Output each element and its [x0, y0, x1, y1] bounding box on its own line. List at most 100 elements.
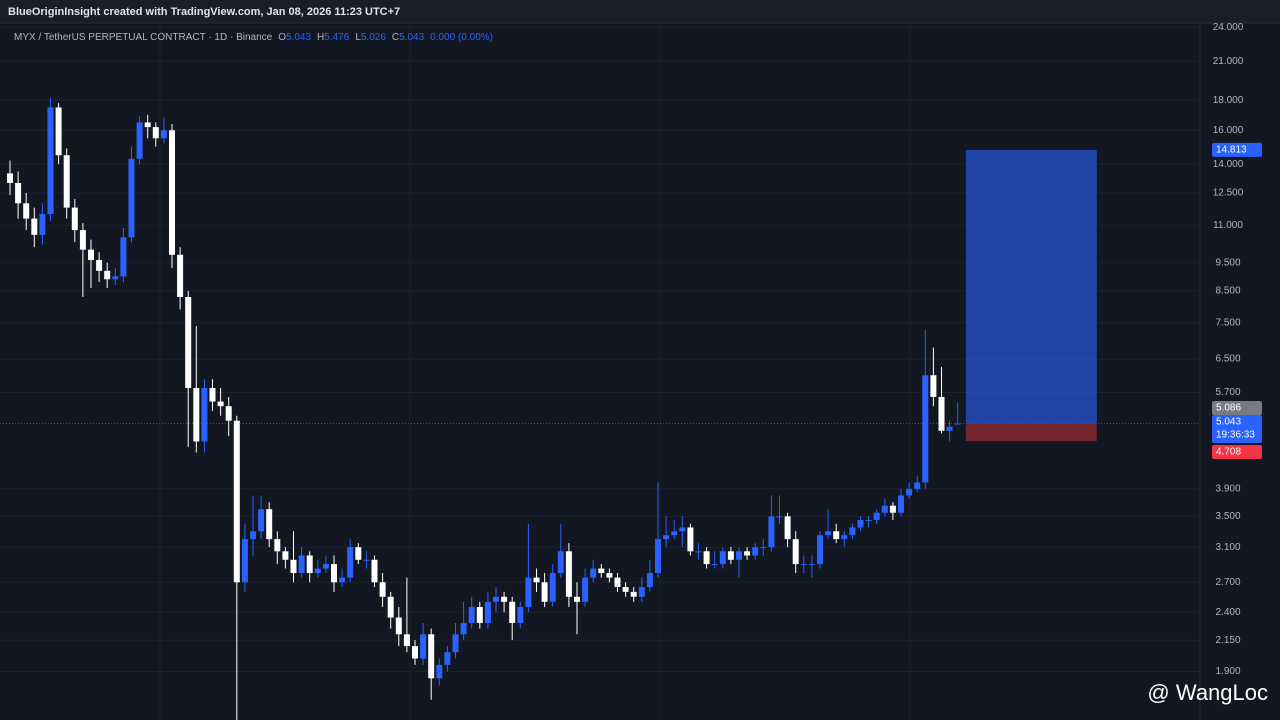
candle-body [136, 122, 143, 159]
candle-body [112, 276, 119, 280]
candle-body [727, 551, 734, 560]
candle-body [719, 551, 726, 565]
l-val: 5.026 [361, 32, 386, 43]
candle-body [322, 564, 329, 569]
candle-body [630, 591, 637, 597]
candle-body [509, 601, 516, 623]
o-key: O [278, 32, 286, 43]
target-zone [965, 149, 1097, 424]
candle-body [606, 573, 613, 578]
candle-body [169, 130, 175, 255]
candle-body [914, 482, 921, 489]
candle-body [622, 587, 629, 592]
candle-body [849, 527, 856, 536]
candle-body [889, 505, 896, 513]
c-key: C [392, 32, 399, 43]
candle-body [638, 587, 645, 597]
candle-body [420, 634, 427, 659]
candle-body [15, 182, 22, 204]
candle-body [695, 551, 702, 553]
h-val: 5.476 [324, 32, 349, 43]
y-tick-label: 21.000 [1213, 56, 1244, 67]
candle-body [71, 207, 78, 231]
candle-body [468, 606, 475, 623]
countdown: 19:36:33 [1216, 430, 1255, 441]
price-marker-label: 14.813 [1216, 144, 1247, 155]
y-tick-label: 1.900 [1215, 666, 1240, 677]
top-bar [0, 0, 1280, 23]
candle-body [347, 547, 354, 578]
candle-body [444, 652, 451, 665]
candle-body [412, 646, 418, 659]
candle-body [128, 158, 135, 238]
candle-body [379, 582, 386, 597]
candle-body [865, 519, 872, 521]
candle-body [873, 512, 880, 520]
y-tick-label: 6.500 [1215, 354, 1240, 365]
candle-body [120, 237, 127, 277]
candle-body [460, 622, 467, 635]
symbol: MYX / TetherUS PERPETUAL CONTRACT · 1D ·… [14, 32, 273, 43]
candle-body [282, 551, 289, 560]
candle-body [371, 559, 378, 583]
candle-body [225, 406, 232, 421]
candle-body [493, 596, 499, 602]
candle-body [671, 531, 678, 536]
candle-body [452, 634, 459, 653]
candle-body [201, 388, 208, 442]
candle-body [582, 577, 589, 602]
candle-body [906, 488, 913, 496]
candle-body [655, 539, 661, 574]
candle-body [177, 254, 184, 297]
candle-body [306, 555, 313, 574]
candle-body [557, 551, 564, 574]
candle-body [776, 516, 783, 518]
candle-body [258, 509, 265, 532]
candle-body [250, 531, 256, 540]
candle-body [104, 270, 111, 280]
y-tick-label: 12.500 [1213, 188, 1244, 199]
y-tick-label: 16.000 [1213, 125, 1244, 136]
candle-body [476, 606, 483, 623]
candle-body [703, 551, 710, 565]
candle-body [7, 173, 13, 183]
candle-body [355, 547, 362, 560]
y-tick-label: 2.150 [1215, 635, 1240, 646]
candle-body [954, 423, 961, 425]
candle-body [79, 230, 86, 250]
candle-body [274, 539, 281, 552]
candle-body [517, 606, 524, 623]
candle-body [233, 420, 240, 583]
credit: BlueOriginInsight created with TradingVi… [8, 6, 400, 18]
candle-body [436, 664, 443, 679]
candle-body [266, 509, 273, 540]
candle-body [841, 535, 848, 540]
candle-body [922, 375, 929, 483]
candle-body [31, 218, 38, 235]
candle-body [574, 596, 580, 602]
candle-body [298, 555, 305, 574]
candle-body [241, 539, 248, 583]
candle-body [395, 617, 402, 635]
o-val: 5.043 [286, 32, 311, 43]
price-marker [1212, 401, 1262, 415]
price-marker-label: 5.086 [1216, 403, 1241, 414]
change: 0.000 (0.00%) [430, 32, 493, 43]
candle-body [339, 577, 346, 583]
candle-body [792, 539, 799, 565]
candle-body [549, 573, 556, 602]
y-tick-label: 24.000 [1213, 22, 1244, 33]
candle-body [209, 388, 216, 402]
candle-body [290, 559, 297, 574]
candle-body [711, 564, 718, 566]
candle-body [47, 107, 54, 215]
candle-body [930, 375, 937, 397]
candle-body [501, 596, 508, 602]
stop-zone [965, 423, 1097, 442]
candle-body [598, 568, 605, 574]
y-tick-label: 2.400 [1215, 607, 1240, 618]
candle-body [96, 260, 103, 271]
y-tick-label: 3.100 [1215, 542, 1240, 553]
candle-body [565, 551, 572, 597]
candle-body [533, 577, 540, 583]
